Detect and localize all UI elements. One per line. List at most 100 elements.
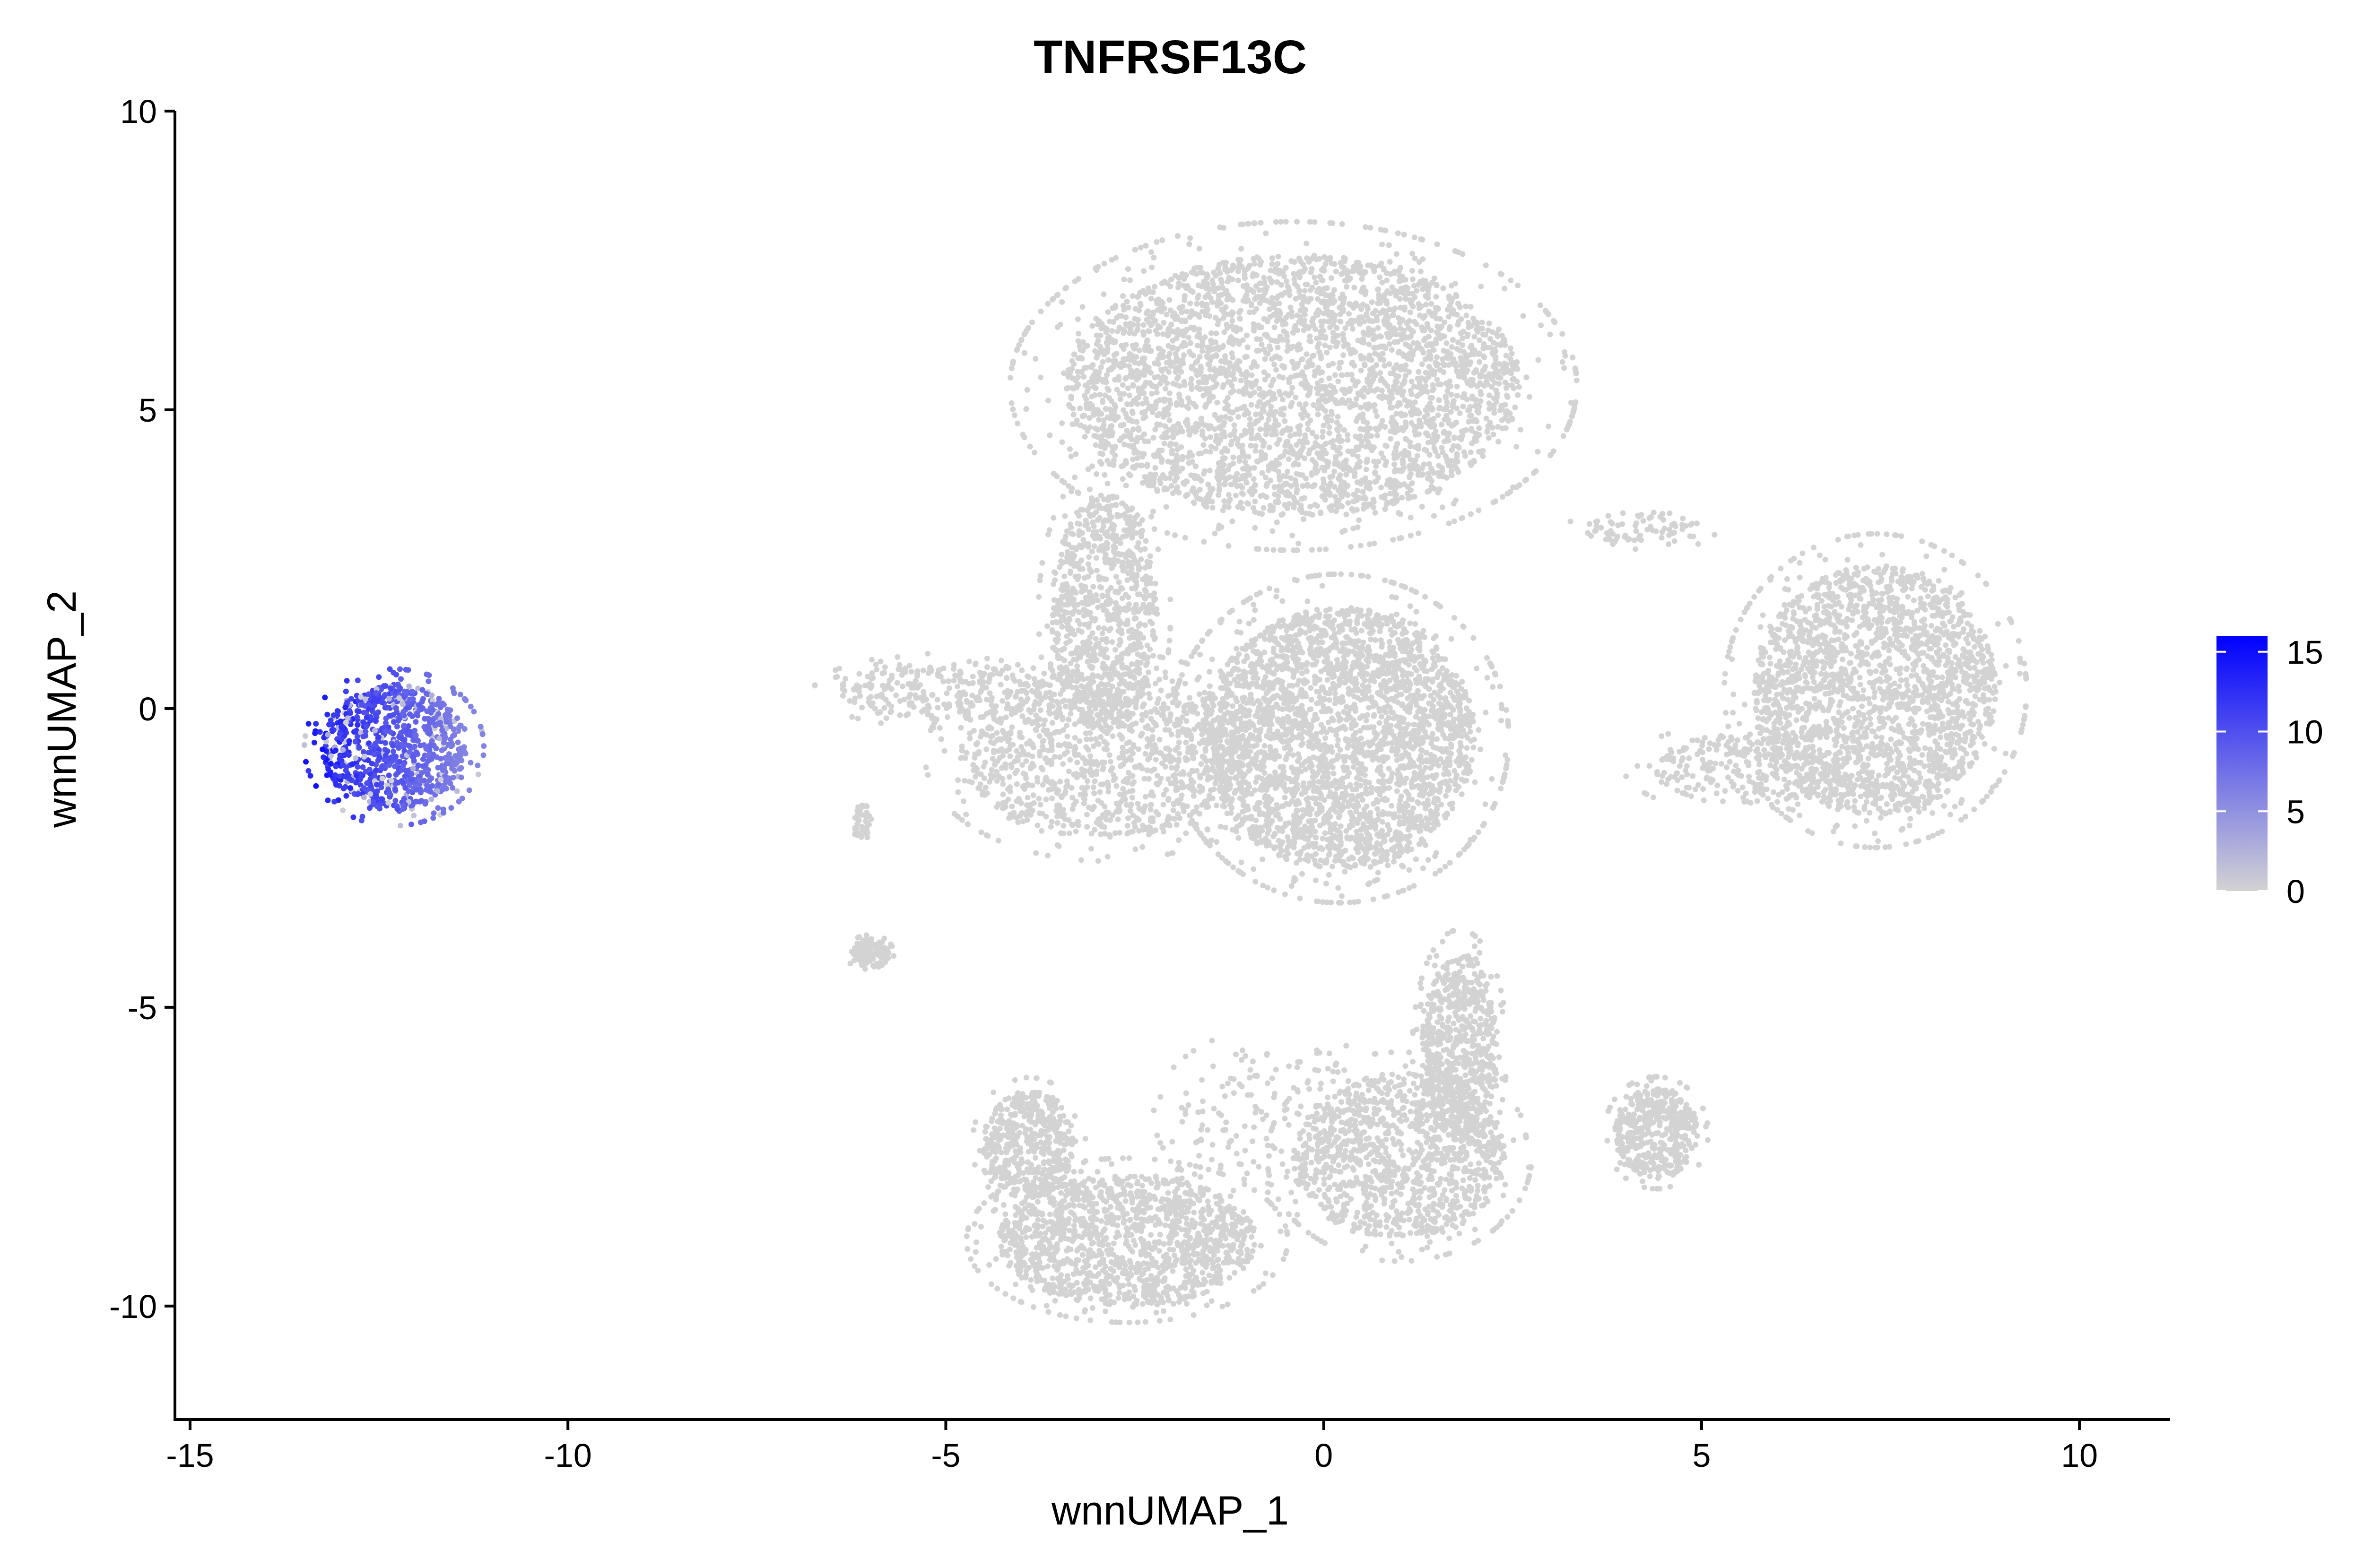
data-point xyxy=(1450,401,1456,407)
data-point xyxy=(1059,420,1065,426)
data-point xyxy=(1213,352,1219,358)
data-point xyxy=(1429,279,1435,286)
data-point xyxy=(1284,333,1290,339)
data-point xyxy=(1297,314,1304,320)
data-point xyxy=(1248,364,1254,371)
data-point xyxy=(1375,286,1381,293)
data-point xyxy=(1270,547,1277,553)
data-point xyxy=(1370,265,1376,271)
data-point xyxy=(1235,504,1241,510)
data-point xyxy=(1184,422,1190,428)
data-point xyxy=(1278,219,1284,225)
data-point xyxy=(1120,382,1126,388)
data-point xyxy=(1391,461,1398,468)
data-point xyxy=(1280,397,1286,403)
data-point xyxy=(1225,379,1231,385)
data-point xyxy=(1011,412,1017,418)
data-point xyxy=(1487,373,1494,380)
data-point xyxy=(1434,241,1440,247)
data-point xyxy=(1511,385,1517,391)
data-point xyxy=(1535,357,1541,363)
data-point xyxy=(1277,311,1283,317)
data-point xyxy=(1202,334,1208,340)
data-point xyxy=(1333,458,1339,464)
data-point xyxy=(1330,220,1336,226)
data-point xyxy=(1389,312,1395,319)
data-point xyxy=(1426,348,1433,355)
data-point xyxy=(1552,319,1558,325)
data-point xyxy=(1284,348,1290,354)
data-point xyxy=(1434,433,1441,440)
data-point xyxy=(1112,377,1118,383)
data-point xyxy=(1302,383,1308,390)
data-point xyxy=(1159,459,1165,465)
data-point xyxy=(1572,365,1578,372)
data-point xyxy=(1272,269,1278,275)
data-point xyxy=(1372,388,1378,394)
data-point xyxy=(1096,318,1102,324)
data-point xyxy=(1407,399,1413,405)
data-point xyxy=(1475,329,1481,335)
data-point xyxy=(1453,294,1460,300)
data-point xyxy=(1305,392,1311,398)
data-point xyxy=(1284,278,1290,284)
data-point xyxy=(1031,450,1037,456)
data-point xyxy=(1229,318,1235,324)
data-point xyxy=(1125,385,1131,391)
data-point xyxy=(1150,632,1156,638)
data-point xyxy=(1044,623,1051,629)
data-point xyxy=(1116,579,1122,585)
data-point xyxy=(1096,417,1102,423)
data-point xyxy=(1181,481,1187,487)
data-point xyxy=(1206,398,1212,404)
data-point xyxy=(1146,368,1152,374)
data-point xyxy=(1394,373,1400,379)
data-point xyxy=(1121,462,1127,468)
data-point xyxy=(1249,426,1255,433)
data-point xyxy=(1240,450,1246,456)
data-point xyxy=(1454,459,1460,465)
data-point xyxy=(1280,511,1286,517)
data-point xyxy=(1150,480,1156,486)
data-point xyxy=(1112,407,1118,414)
data-point xyxy=(1312,482,1318,488)
data-point xyxy=(1489,329,1495,335)
data-point xyxy=(1366,341,1372,347)
data-point xyxy=(1458,348,1463,354)
data-point xyxy=(1191,473,1197,479)
data-point xyxy=(1452,248,1458,254)
data-point xyxy=(1317,386,1323,392)
data-point xyxy=(1368,433,1374,439)
data-point xyxy=(1362,269,1368,275)
data-point xyxy=(1292,480,1298,486)
data-point xyxy=(1216,486,1222,492)
data-point xyxy=(1296,288,1303,295)
data-point xyxy=(1038,374,1044,381)
data-point xyxy=(1077,343,1083,349)
data-point xyxy=(1283,219,1289,225)
data-point xyxy=(1515,392,1521,398)
data-point xyxy=(1287,304,1294,311)
data-point xyxy=(1296,428,1303,434)
data-point xyxy=(1234,436,1241,442)
data-point xyxy=(1392,467,1399,473)
data-point xyxy=(1476,425,1482,431)
data-point xyxy=(1321,465,1327,471)
data-point xyxy=(1138,303,1144,309)
data-point xyxy=(1275,345,1281,351)
data-point xyxy=(1023,406,1029,412)
data-point xyxy=(1377,333,1383,339)
data-point xyxy=(1309,547,1315,553)
data-point xyxy=(1138,556,1144,563)
data-point xyxy=(1168,321,1174,328)
data-point xyxy=(1361,494,1367,500)
data-point xyxy=(1203,448,1209,454)
data-point xyxy=(1439,504,1445,511)
data-point xyxy=(1369,299,1375,305)
data-point xyxy=(1428,311,1434,316)
data-point xyxy=(1486,400,1492,407)
data-point xyxy=(1167,442,1173,448)
data-point xyxy=(1275,338,1281,344)
data-point xyxy=(1181,352,1187,358)
data-point xyxy=(1228,372,1234,378)
